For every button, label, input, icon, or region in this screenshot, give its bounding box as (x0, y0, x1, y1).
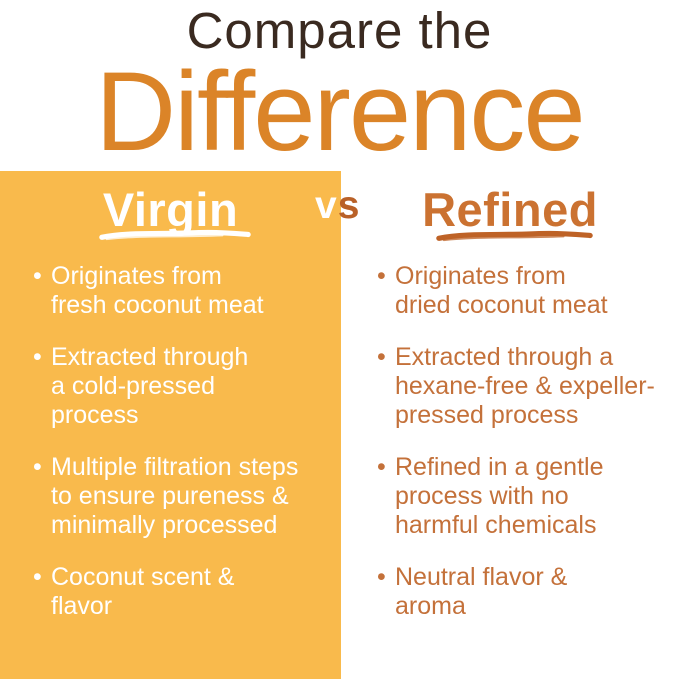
bullet-icon: • (377, 453, 386, 481)
bullet-icon: • (33, 262, 42, 290)
list-item-text: Coconut scent & flavor (51, 563, 235, 620)
list-item-text: Refined in a gentle process with no harm… (395, 453, 604, 539)
list-item-text: Originates from fresh coconut meat (51, 262, 264, 319)
list-item: • Originates from dried coconut meat (377, 262, 673, 320)
page-title-line2: Difference (95, 49, 585, 174)
list-item: • Refined in a gentle process with no ha… (377, 453, 673, 540)
list-item: • Extracted through a cold-pressed proce… (33, 343, 329, 430)
vs-label: vs (315, 186, 360, 225)
list-item-text: Extracted through a hexane-free & expell… (395, 343, 655, 429)
refined-bullet-list: • Originates from dried coconut meat • E… (377, 262, 673, 644)
refined-underline-brush-icon (436, 228, 593, 243)
virgin-panel-background (0, 171, 341, 679)
list-item-text: Extracted through a cold-pressed process (51, 343, 249, 429)
virgin-heading: Virgin (102, 183, 239, 236)
vs-letter-v: v (315, 184, 338, 227)
refined-heading: Refined (422, 183, 598, 236)
list-item: • Coconut scent & flavor (33, 563, 329, 621)
bullet-icon: • (377, 343, 386, 371)
list-item: • Neutral flavor & aroma (377, 563, 673, 621)
list-item: • Extracted through a hexane-free & expe… (377, 343, 673, 430)
list-item-text: Multiple filtration steps to ensure pure… (51, 453, 299, 539)
bullet-icon: • (33, 343, 42, 371)
virgin-bullet-list: • Originates from fresh coconut meat • E… (33, 262, 329, 644)
list-item: • Multiple filtration steps to ensure pu… (33, 453, 329, 540)
virgin-underline-brush-icon (99, 227, 251, 242)
list-item-text: Originates from dried coconut meat (395, 262, 608, 319)
bullet-icon: • (33, 453, 42, 481)
bullet-icon: • (33, 563, 42, 591)
vs-letter-s: s (337, 184, 361, 227)
list-item-text: Neutral flavor & aroma (395, 563, 568, 620)
list-item: • Originates from fresh coconut meat (33, 262, 329, 320)
bullet-icon: • (377, 262, 386, 290)
page-title-line1: Compare the (186, 2, 493, 59)
bullet-icon: • (377, 563, 386, 591)
